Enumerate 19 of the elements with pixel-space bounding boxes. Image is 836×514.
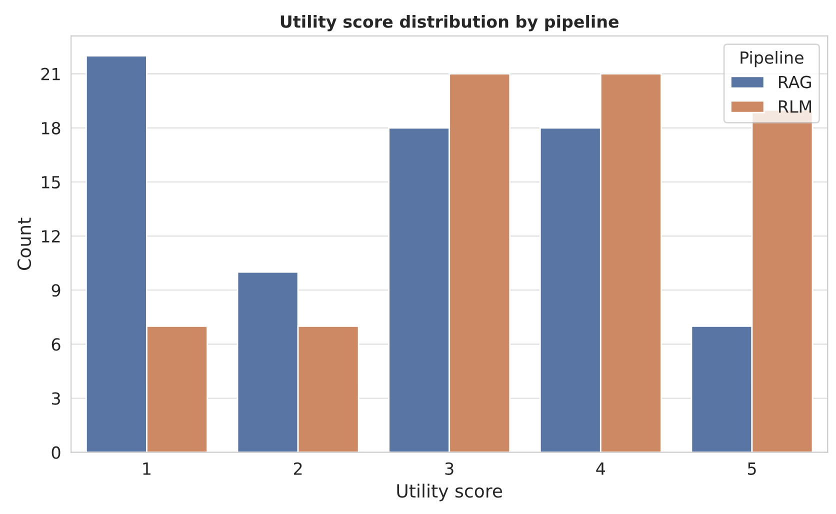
- y-axis-title: Count: [17, 218, 32, 270]
- legend-title: Pipeline: [740, 50, 804, 68]
- y-tick-label: 12: [42, 230, 60, 242]
- y-tick-label: 3: [52, 392, 60, 405]
- y-tick-label: 18: [42, 122, 60, 134]
- y-tick-label: 21: [41, 68, 60, 80]
- y-tick-label: 9: [52, 284, 60, 297]
- legend-label: RLM: [779, 100, 812, 113]
- x-axis-title: Utility score: [397, 484, 502, 502]
- x-tick-label: 1: [143, 462, 150, 475]
- legend-label: RAG: [779, 76, 811, 88]
- chart-title: Utility score distribution by pipeline: [280, 14, 619, 32]
- x-tick-label: 2: [294, 462, 302, 475]
- x-tick-label: 3: [445, 462, 454, 475]
- y-tick-label: 0: [52, 446, 60, 459]
- x-tick-label: 4: [596, 462, 606, 475]
- x-tick-label: 5: [748, 462, 756, 475]
- y-tick-label: 15: [42, 176, 60, 189]
- y-tick-label: 6: [52, 338, 60, 351]
